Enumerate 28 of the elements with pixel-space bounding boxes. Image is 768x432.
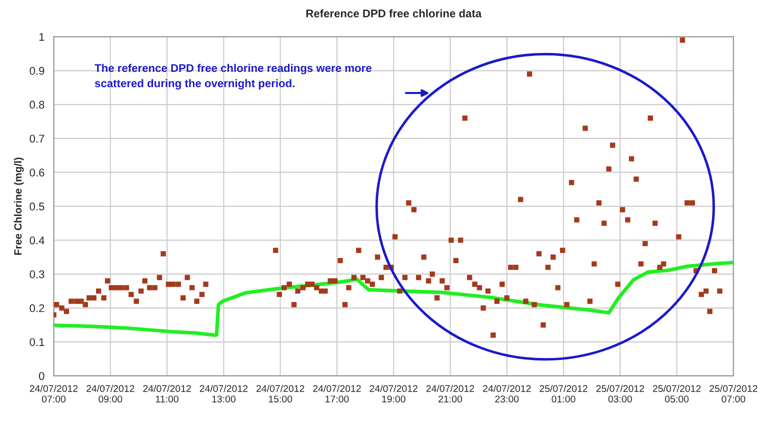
x-tick-label: 25/07/2012 05:00 <box>652 384 701 402</box>
x-tick-label: 24/07/2012 15:00 <box>256 384 304 402</box>
y-tick-label: 0.7 <box>30 134 44 143</box>
x-tick-label: 24/07/2012 07:00 <box>30 384 78 402</box>
x-tick-label: 24/07/2012 21:00 <box>426 384 474 402</box>
x-tick-label: 24/07/2012 09:00 <box>86 384 134 402</box>
x-tick-label: 25/07/2012 03:00 <box>596 384 644 402</box>
y-tick-label: 0.3 <box>30 270 44 278</box>
y-tick-label: 0.2 <box>30 304 44 312</box>
x-tick-label: 25/07/2012 01:00 <box>540 384 588 402</box>
y-tick-label: 1 <box>39 33 44 41</box>
x-tick-label: 24/07/2012 23:00 <box>483 384 531 402</box>
x-tick-label: 24/07/2012 17:00 <box>313 384 361 402</box>
annotation: The reference DPD free chlorine readings were more scattered during the overnight period. <box>94 64 372 90</box>
y-tick-label: 0.5 <box>30 202 44 210</box>
x-tick-label: 24/07/2012 19:00 <box>370 384 418 402</box>
line-series <box>54 260 734 337</box>
chart-title: Reference DPD free chlorine data <box>306 9 482 18</box>
x-tick-label: 24/07/2012 11:00 <box>143 384 191 402</box>
y-axis-title: Free Chlorine (mg/l) <box>14 158 24 255</box>
y-tick-label: 0.9 <box>30 66 44 75</box>
y-tick-label: 0.6 <box>30 168 44 177</box>
y-tick-label: 0 <box>38 372 44 380</box>
y-tick-label: 0.8 <box>30 100 44 109</box>
x-tick-label: 25/07/2012 07:00 <box>710 384 758 402</box>
x-tick-label: 24/07/2012 13:00 <box>200 384 248 402</box>
y-tick-label: 0.4 <box>30 236 44 244</box>
y-tick-label: 0.1 <box>30 338 44 346</box>
